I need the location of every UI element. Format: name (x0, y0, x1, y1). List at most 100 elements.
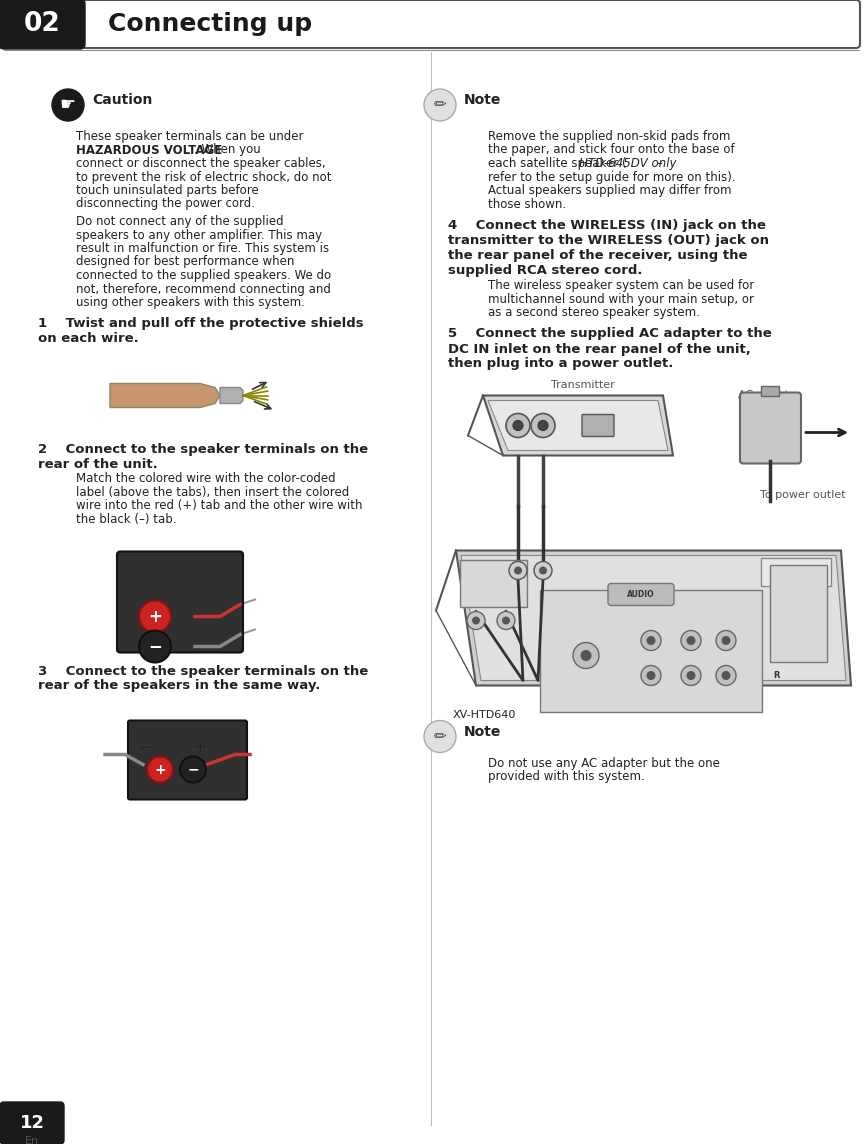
Circle shape (681, 630, 701, 651)
Text: those shown.: those shown. (488, 198, 566, 210)
Text: Remove the supplied non-skid pads from: Remove the supplied non-skid pads from (488, 130, 730, 143)
Text: on each wire.: on each wire. (38, 333, 139, 345)
Text: ☛: ☛ (60, 96, 76, 114)
FancyBboxPatch shape (770, 564, 827, 661)
Circle shape (646, 636, 656, 645)
FancyBboxPatch shape (117, 551, 243, 652)
Text: WIRELESS: WIRELESS (474, 582, 513, 588)
Text: 02: 02 (23, 11, 60, 37)
Circle shape (721, 672, 730, 680)
Text: LINE 2: LINE 2 (556, 658, 576, 664)
Circle shape (646, 672, 656, 680)
Polygon shape (220, 388, 243, 404)
Circle shape (52, 89, 84, 121)
Circle shape (513, 421, 523, 430)
Text: 3    Connect to the speaker terminals on the: 3 Connect to the speaker terminals on th… (38, 665, 369, 677)
Text: Transmitter: Transmitter (551, 381, 614, 390)
Circle shape (139, 630, 171, 662)
Polygon shape (461, 556, 846, 681)
Text: −: − (139, 740, 151, 755)
Text: The wireless speaker system can be used for: The wireless speaker system can be used … (488, 279, 754, 292)
Circle shape (686, 672, 696, 680)
Text: wire into the red (+) tab and the other wire with: wire into the red (+) tab and the other … (76, 500, 362, 513)
Text: IN: IN (722, 610, 729, 615)
Text: LINE 1: LINE 1 (556, 688, 576, 693)
Text: R: R (507, 405, 514, 415)
Text: 5    Connect the supplied AC adapter to the: 5 Connect the supplied AC adapter to the (448, 327, 772, 341)
Text: AM: AM (781, 593, 791, 598)
Text: OUT: OUT (645, 610, 658, 615)
Text: as a second stereo speaker system.: as a second stereo speaker system. (488, 305, 700, 319)
Text: rear of the speakers in the same way.: rear of the speakers in the same way. (38, 680, 320, 692)
Circle shape (424, 721, 456, 753)
Text: the rear panel of the receiver, using the: the rear panel of the receiver, using th… (448, 249, 747, 262)
Text: AC adaptor: AC adaptor (738, 390, 800, 400)
Text: provided with this system.: provided with this system. (488, 770, 645, 782)
Circle shape (531, 413, 555, 437)
Text: Note: Note (464, 724, 501, 739)
Text: to prevent the risk of electric shock, do not: to prevent the risk of electric shock, d… (76, 170, 331, 183)
FancyBboxPatch shape (608, 583, 674, 605)
Text: result in malfunction or fire. This system is: result in malfunction or fire. This syst… (76, 243, 329, 255)
Text: ✏: ✏ (433, 729, 446, 744)
FancyBboxPatch shape (740, 392, 801, 463)
Text: To power outlet: To power outlet (760, 491, 846, 501)
Text: Note: Note (464, 93, 501, 108)
Text: touch uninsulated parts before: touch uninsulated parts before (76, 184, 259, 197)
Text: connected to the supplied speakers. We do: connected to the supplied speakers. We d… (76, 269, 331, 283)
Circle shape (716, 666, 736, 685)
Text: These speaker terminals can be under: These speaker terminals can be under (76, 130, 304, 143)
FancyBboxPatch shape (761, 557, 831, 586)
Circle shape (721, 636, 730, 645)
Text: HAZARDOUS VOLTAGE: HAZARDOUS VOLTAGE (76, 143, 223, 157)
Text: −: − (148, 637, 162, 656)
Text: L: L (534, 405, 539, 415)
Text: refer to the setup guide for more on this).: refer to the setup guide for more on thi… (488, 170, 735, 183)
FancyBboxPatch shape (128, 721, 247, 800)
Text: Caution: Caution (92, 93, 153, 108)
Text: then plug into a power outlet.: then plug into a power outlet. (448, 357, 673, 371)
Circle shape (581, 650, 591, 661)
Text: using other speakers with this system.: using other speakers with this system. (76, 296, 305, 309)
Circle shape (467, 612, 485, 629)
Circle shape (716, 630, 736, 651)
FancyBboxPatch shape (0, 0, 85, 49)
Circle shape (641, 666, 661, 685)
Text: transmitter to the WIRELESS (OUT) jack on: transmitter to the WIRELESS (OUT) jack o… (448, 235, 769, 247)
Text: DC IN inlet on the rear panel of the unit,: DC IN inlet on the rear panel of the uni… (448, 342, 751, 356)
Circle shape (538, 421, 548, 430)
Text: −: − (187, 763, 198, 777)
Text: HTD-645DV only: HTD-645DV only (579, 157, 677, 170)
Circle shape (506, 413, 530, 437)
Text: L: L (628, 636, 633, 645)
Text: R: R (772, 672, 779, 680)
Text: 1    Twist and pull off the protective shields: 1 Twist and pull off the protective shie… (38, 318, 363, 331)
Text: connect or disconnect the speaker cables,: connect or disconnect the speaker cables… (76, 157, 325, 170)
Circle shape (573, 643, 599, 668)
Text: not, therefore, recommend connecting and: not, therefore, recommend connecting and (76, 283, 331, 295)
Circle shape (472, 617, 480, 625)
FancyBboxPatch shape (540, 589, 762, 712)
Text: speakers to any other amplifier. This may: speakers to any other amplifier. This ma… (76, 229, 322, 241)
Circle shape (509, 562, 527, 580)
Circle shape (139, 601, 171, 633)
Text: rear of the unit.: rear of the unit. (38, 458, 158, 470)
Circle shape (180, 756, 206, 782)
Circle shape (641, 630, 661, 651)
Text: 2    Connect to the speaker terminals on the: 2 Connect to the speaker terminals on th… (38, 443, 369, 455)
Circle shape (686, 636, 696, 645)
Text: ANTT: ANTT (789, 573, 807, 578)
Text: AUDIO: AUDIO (627, 590, 655, 599)
Text: OUT: OUT (486, 590, 501, 596)
FancyBboxPatch shape (82, 0, 860, 48)
FancyBboxPatch shape (0, 1102, 64, 1144)
Text: each satellite speaker (: each satellite speaker ( (488, 157, 627, 170)
Text: disconnecting the power cord.: disconnecting the power cord. (76, 198, 255, 210)
Text: XV-HTD640: XV-HTD640 (453, 710, 516, 721)
Circle shape (514, 566, 522, 574)
Text: 4    Connect the WIRELESS (IN) jack on the: 4 Connect the WIRELESS (IN) jack on the (448, 219, 765, 232)
Circle shape (534, 562, 552, 580)
Text: Do not connect any of the supplied: Do not connect any of the supplied (76, 215, 284, 228)
Text: multichannel sound with your main setup, or: multichannel sound with your main setup,… (488, 293, 754, 305)
Text: En: En (25, 1136, 39, 1144)
